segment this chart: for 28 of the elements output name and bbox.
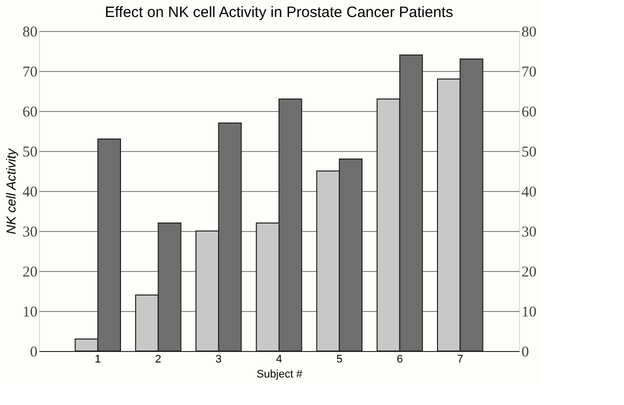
y-tick-label: 80 [22,24,38,40]
y-tick-label: 40 [22,184,38,200]
x-tick-label: 5 [336,354,342,366]
y-tick-label: 0 [30,344,38,360]
x-axis-title: Subject # [256,368,304,380]
y-axis-title: NK cell Activity [4,147,18,234]
chart-title: Effect on NK cell Activity in Prostate Cancer Patients [104,4,454,21]
x-tick-label: 1 [94,354,101,366]
x-tick-label: 4 [276,354,282,366]
y2-tick-label: 40 [522,184,536,200]
x-tick-label: 7 [457,354,464,366]
y2-tick-label: 10 [522,304,536,320]
y2-tick-label: 20 [522,264,536,280]
y-tick-label: 70 [22,64,38,80]
y2-tick-label: 50 [522,144,536,160]
x-tick-label: 2 [155,354,162,366]
y2-tick-label: 60 [522,104,536,120]
y-tick-label: 30 [22,224,38,240]
y-tick-label: 10 [22,304,38,320]
x-tick-label: 6 [396,354,403,366]
y-tick-label: 20 [22,264,38,280]
y2-tick-label: 0 [522,344,529,360]
y2-tick-label: 70 [522,64,536,80]
y2-tick-label: 80 [522,24,536,40]
y2-tick-label: 30 [522,224,536,240]
x-tick-label: 3 [216,354,222,366]
y-tick-label: 50 [22,144,38,160]
y-tick-label: 60 [22,104,38,120]
